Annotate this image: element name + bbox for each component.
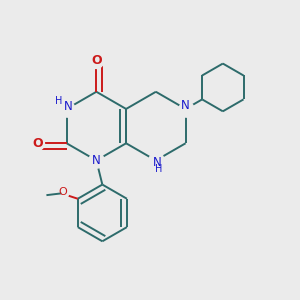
Text: N: N xyxy=(64,100,73,113)
Text: N: N xyxy=(153,156,162,169)
Text: O: O xyxy=(58,187,67,197)
Text: O: O xyxy=(32,137,43,150)
Text: N: N xyxy=(92,154,101,167)
Text: O: O xyxy=(91,54,102,68)
Text: H: H xyxy=(56,97,63,106)
Text: N: N xyxy=(181,100,190,112)
Text: H: H xyxy=(154,164,162,174)
